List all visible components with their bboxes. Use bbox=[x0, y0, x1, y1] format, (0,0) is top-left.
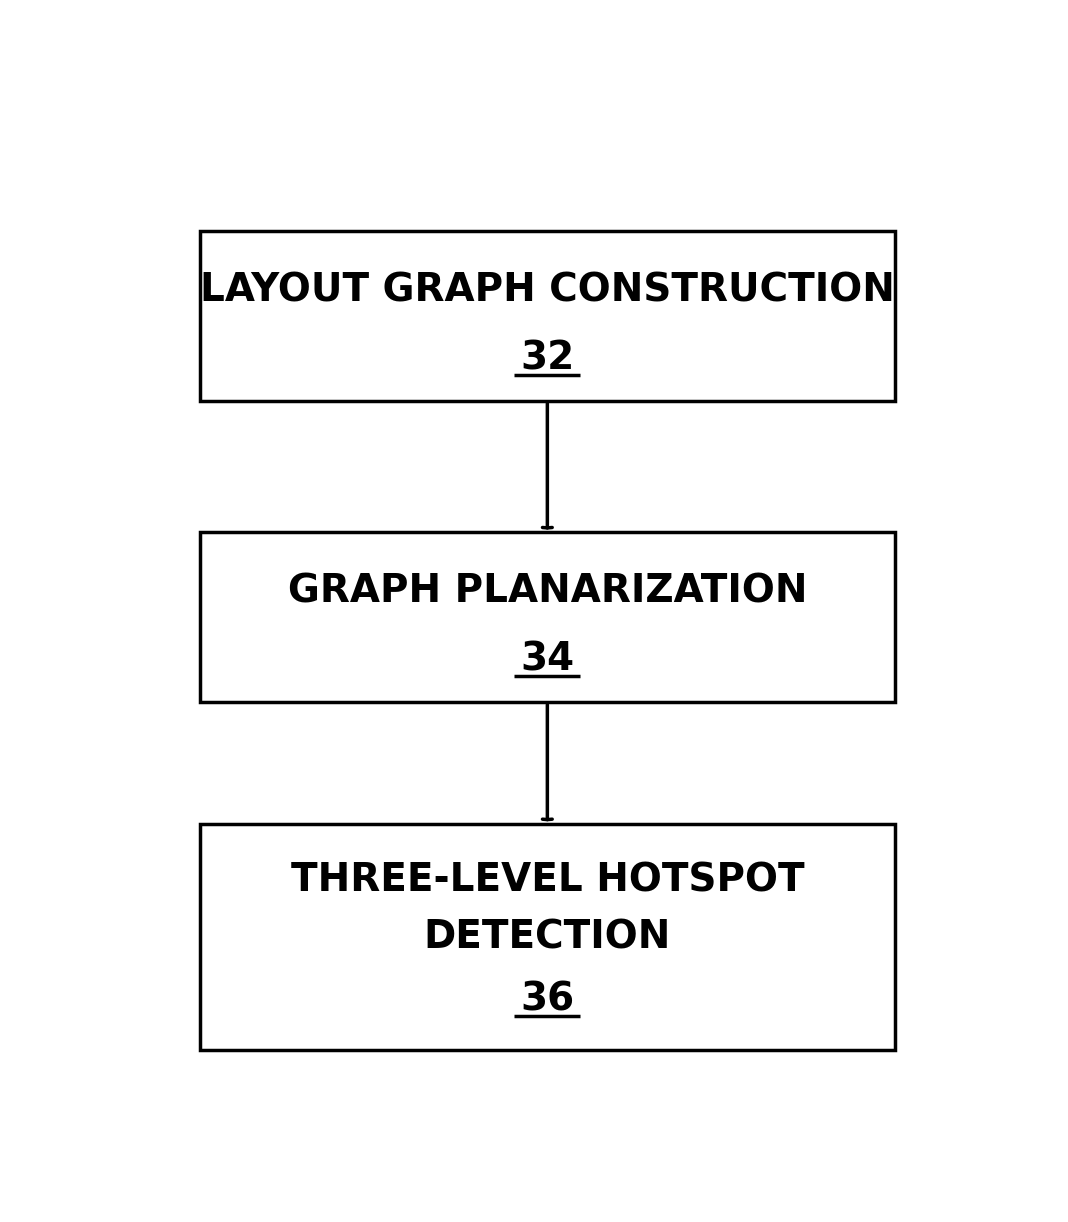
Text: DETECTION: DETECTION bbox=[424, 918, 671, 956]
Text: THREE-LEVEL HOTSPOT: THREE-LEVEL HOTSPOT bbox=[290, 862, 804, 899]
Bar bbox=[200, 533, 895, 701]
Text: GRAPH PLANARIZATION: GRAPH PLANARIZATION bbox=[287, 573, 807, 611]
Text: 32: 32 bbox=[520, 340, 575, 378]
Text: LAYOUT GRAPH CONSTRUCTION: LAYOUT GRAPH CONSTRUCTION bbox=[200, 271, 895, 309]
Text: 36: 36 bbox=[520, 980, 575, 1018]
Text: 34: 34 bbox=[520, 640, 575, 678]
Bar bbox=[200, 231, 895, 401]
Bar bbox=[200, 824, 895, 1050]
